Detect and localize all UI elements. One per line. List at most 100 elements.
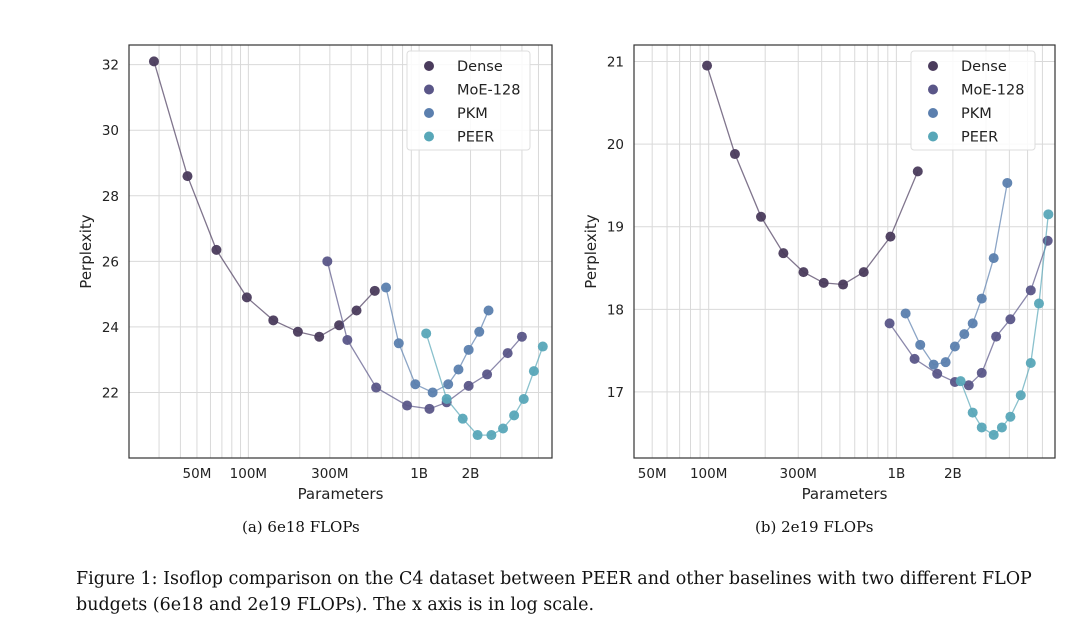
caption-text: Isoflop comparison on the C4 dataset bet… bbox=[76, 569, 1032, 615]
data-point-moe-128 bbox=[402, 400, 413, 411]
data-point-peer bbox=[967, 407, 978, 418]
legend-label: Dense bbox=[457, 59, 503, 75]
x-tick-label: 50M bbox=[638, 466, 667, 482]
data-point-peer bbox=[1033, 298, 1044, 309]
plot-frame bbox=[633, 44, 1056, 459]
data-point-dense bbox=[148, 56, 159, 67]
data-point-pkm bbox=[940, 357, 951, 368]
legend-marker bbox=[424, 108, 434, 118]
data-point-dense bbox=[756, 211, 767, 222]
data-point-dense bbox=[211, 244, 222, 255]
data-point-dense bbox=[885, 231, 896, 242]
data-point-dense bbox=[818, 277, 829, 288]
legend-marker bbox=[928, 61, 938, 71]
data-point-pkm bbox=[393, 338, 404, 349]
data-point-pkm bbox=[959, 329, 970, 340]
y-axis-title: Perplexity bbox=[77, 214, 95, 288]
x-tick-label: 100M bbox=[230, 466, 267, 482]
y-tick-label: 24 bbox=[102, 320, 119, 336]
data-point-dense bbox=[351, 305, 362, 316]
data-point-moe-128 bbox=[1042, 235, 1053, 246]
data-point-pkm bbox=[453, 364, 464, 375]
data-point-dense bbox=[702, 60, 713, 71]
y-tick-label: 28 bbox=[102, 189, 119, 205]
legend-label: Dense bbox=[961, 59, 1007, 75]
data-point-pkm bbox=[381, 282, 392, 293]
data-point-peer bbox=[1025, 358, 1036, 369]
data-point-peer bbox=[976, 422, 987, 433]
data-point-peer bbox=[537, 341, 548, 352]
legend-marker bbox=[424, 84, 434, 95]
series-line-moe-128 bbox=[326, 261, 523, 410]
data-point-peer bbox=[518, 394, 529, 404]
data-point-dense bbox=[729, 149, 740, 160]
data-point-moe-128 bbox=[1025, 285, 1036, 296]
legend-marker bbox=[928, 108, 938, 118]
data-point-dense bbox=[858, 267, 869, 278]
x-tick-label: 2B bbox=[944, 466, 962, 482]
caption-label: Figure 1: bbox=[76, 569, 158, 589]
y-tick-label: 30 bbox=[102, 123, 119, 139]
legend-box bbox=[406, 50, 531, 151]
data-point-dense bbox=[778, 248, 789, 259]
data-point-pkm bbox=[900, 308, 911, 319]
panel-b-chart: 17 18 19 20 21 50M 100M 300M 1B 2B Parameters Perpl… bbox=[582, 44, 1056, 503]
data-point-moe-128 bbox=[463, 380, 474, 391]
data-point-pkm bbox=[443, 379, 454, 390]
data-point-moe-128 bbox=[502, 348, 513, 359]
legend-label: PKM bbox=[457, 106, 488, 122]
subcaption-a: (a) 6e18 FLOPs bbox=[242, 518, 360, 536]
data-point-peer bbox=[1005, 411, 1016, 422]
data-point-pkm bbox=[1002, 177, 1013, 188]
data-point-moe-128 bbox=[322, 256, 333, 267]
data-point-pkm bbox=[988, 253, 999, 264]
data-point-moe-128 bbox=[991, 331, 1002, 342]
data-point-dense bbox=[268, 315, 279, 326]
plot-frame bbox=[128, 44, 553, 459]
legend-marker bbox=[928, 84, 938, 95]
data-point-peer bbox=[1043, 209, 1054, 220]
data-point-pkm bbox=[463, 344, 474, 355]
figure-caption: Figure 1: Isoflop comparison on the C4 d… bbox=[76, 566, 1066, 618]
y-tick-label: 19 bbox=[607, 220, 624, 236]
data-point-pkm bbox=[410, 379, 421, 390]
y-tick-label: 26 bbox=[102, 254, 119, 270]
data-point-peer bbox=[457, 413, 468, 424]
data-point-moe-128 bbox=[342, 335, 353, 345]
data-point-pkm bbox=[928, 359, 939, 370]
x-axis-title: Parameters bbox=[298, 485, 384, 503]
data-point-moe-128 bbox=[976, 367, 987, 378]
x-tick-label: 300M bbox=[780, 466, 817, 482]
data-point-pkm bbox=[967, 318, 978, 329]
data-point-dense bbox=[798, 267, 809, 278]
series-line-pkm bbox=[905, 182, 1008, 366]
data-point-peer bbox=[955, 376, 966, 387]
data-point-peer bbox=[486, 430, 497, 441]
data-point-peer bbox=[472, 430, 483, 441]
data-point-moe-128 bbox=[909, 353, 920, 364]
y-axis-title: Perplexity bbox=[582, 214, 600, 288]
legend-box bbox=[910, 50, 1036, 151]
data-point-moe-128 bbox=[516, 331, 527, 342]
data-point-pkm bbox=[949, 341, 960, 352]
legend-label: MoE-128 bbox=[457, 83, 520, 99]
y-tick-label: 17 bbox=[607, 385, 624, 401]
data-point-pkm bbox=[427, 387, 438, 398]
series-line-peer bbox=[960, 214, 1049, 436]
legend-label: MoE-128 bbox=[961, 83, 1024, 99]
legend-marker bbox=[424, 61, 434, 71]
y-tick-label: 22 bbox=[102, 385, 119, 401]
legend-label: PEER bbox=[457, 130, 494, 146]
data-point-moe-128 bbox=[1005, 314, 1016, 325]
legend-marker bbox=[928, 131, 938, 142]
subcaption-b: (b) 2e19 FLOPs bbox=[755, 518, 874, 536]
data-point-pkm bbox=[483, 305, 494, 316]
data-point-pkm bbox=[976, 293, 987, 304]
x-tick-label: 50M bbox=[183, 466, 212, 482]
data-point-dense bbox=[241, 292, 252, 303]
data-point-dense bbox=[912, 166, 923, 177]
data-point-peer bbox=[498, 423, 509, 434]
data-point-moe-128 bbox=[424, 403, 435, 414]
data-point-pkm bbox=[474, 326, 485, 337]
